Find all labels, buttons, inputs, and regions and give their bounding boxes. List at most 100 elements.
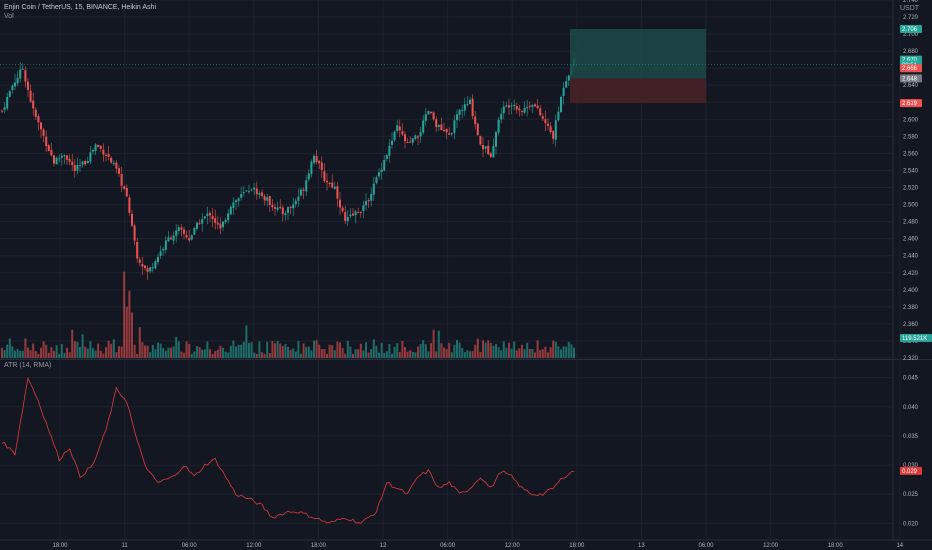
candle-body: [406, 141, 409, 143]
volume-bar: [151, 344, 154, 358]
time-tick-label: 06:00: [698, 543, 714, 549]
candle-body: [518, 108, 521, 111]
volume-bar: [159, 343, 162, 358]
volume-bar: [539, 350, 542, 358]
candle-body: [185, 234, 188, 238]
time-tick-label: 18:00: [828, 543, 844, 549]
volume-bar: [133, 344, 136, 358]
candle-body: [370, 194, 373, 201]
candle-body: [443, 130, 445, 132]
candle-body: [105, 154, 107, 156]
candle-body: [318, 160, 321, 163]
candle-body: [458, 109, 461, 115]
take-profit-zone[interactable]: [570, 28, 706, 79]
price-tick-label: 2.460: [903, 237, 919, 243]
volume-bar: [484, 342, 487, 358]
volume-bar: [42, 341, 45, 358]
candle-body: [32, 100, 35, 109]
candle-body: [307, 173, 310, 180]
volume-bar: [495, 344, 497, 358]
volume-bar: [396, 343, 399, 358]
price-tick-label: 2.480: [903, 220, 919, 226]
volume-bar: [570, 344, 573, 358]
candle-body: [29, 90, 32, 102]
candle-body: [229, 206, 232, 215]
candle-body: [136, 241, 139, 259]
volume-bar: [193, 351, 196, 358]
candle-body: [279, 207, 282, 209]
candle-body: [476, 123, 479, 136]
candle-body: [237, 198, 240, 202]
volume-bar: [552, 340, 555, 358]
price-badge: [900, 64, 922, 73]
candle-body: [40, 122, 42, 130]
volume-bar: [422, 340, 425, 358]
candle-body: [214, 218, 217, 223]
candle-body: [354, 211, 357, 216]
volume-badge: [900, 334, 932, 342]
volume-bar: [27, 347, 29, 358]
time-tick-label: 12:00: [246, 543, 262, 549]
atr-tick-label: 0.040: [903, 405, 919, 411]
candle-body: [357, 212, 360, 214]
volume-bar: [3, 350, 6, 358]
volume-bar: [141, 342, 144, 358]
candle-body: [92, 149, 94, 152]
symbol-title[interactable]: Enjin Coin / TetherUS, 15, BINANCE, Heik…: [4, 4, 156, 11]
volume-bar: [53, 350, 55, 358]
candle-body: [253, 187, 256, 190]
candle-body: [55, 157, 58, 165]
candle-body: [567, 75, 570, 81]
volume-bar: [492, 345, 495, 358]
time-tick-label: 18:00: [52, 543, 68, 549]
candle-body: [396, 125, 399, 131]
candle-body: [27, 81, 29, 90]
volume-bar: [216, 349, 219, 358]
volume-bar: [515, 350, 518, 358]
candle-body: [502, 106, 505, 114]
candle-body: [450, 133, 453, 135]
candle-body: [97, 144, 100, 147]
candle-body: [326, 180, 328, 183]
stop-loss-zone[interactable]: [570, 78, 706, 104]
candle-body: [547, 123, 549, 127]
candle-body: [268, 196, 271, 205]
time-tick-label: 13: [638, 543, 645, 549]
time-tick-label: 06:00: [440, 543, 456, 549]
volume-bar: [365, 342, 367, 358]
candle-body: [552, 131, 555, 139]
candle-body: [175, 230, 178, 236]
volume-bar: [8, 338, 11, 358]
volume-bar: [565, 346, 568, 358]
candle-body: [424, 114, 427, 121]
candle-body: [430, 111, 432, 113]
volume-bar: [479, 351, 482, 358]
volume-bar: [292, 348, 295, 358]
price-tick-label: 2.720: [903, 15, 919, 21]
volume-bar: [157, 342, 159, 358]
volume-bar: [55, 345, 58, 358]
candle-body: [456, 114, 458, 121]
volume-bar: [307, 346, 310, 358]
volume-bar: [510, 348, 513, 358]
atr-tick-label: 0.020: [903, 521, 919, 527]
candle-body: [284, 213, 287, 216]
candle-body: [66, 155, 68, 160]
currency-label: USDT: [900, 5, 920, 12]
volume-bar: [372, 339, 375, 358]
candle-body: [81, 161, 84, 165]
candle-body: [482, 145, 484, 150]
volume-bar: [211, 353, 214, 358]
volume-bar: [489, 343, 492, 358]
atr-legend[interactable]: ATR (14, RMA): [4, 362, 52, 369]
candle-body: [115, 162, 118, 169]
candle-body: [378, 172, 380, 177]
candle-body: [24, 70, 27, 82]
volume-bar: [328, 344, 331, 358]
volume-legend[interactable]: Vol: [4, 13, 14, 20]
candle-body: [14, 82, 16, 87]
price-tick-label: 2.700: [903, 32, 919, 38]
candle-body: [84, 161, 87, 165]
candle-body: [344, 212, 347, 221]
